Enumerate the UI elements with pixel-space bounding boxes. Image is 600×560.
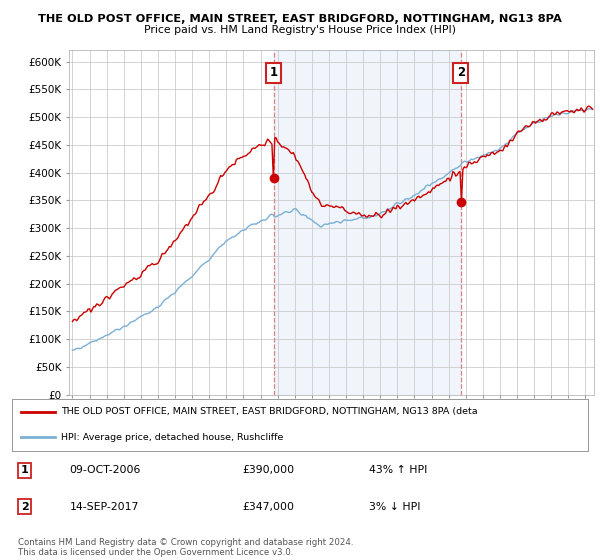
Text: 1: 1: [269, 66, 278, 80]
Text: 43% ↑ HPI: 43% ↑ HPI: [369, 465, 427, 475]
Text: 09-OCT-2006: 09-OCT-2006: [70, 465, 141, 475]
Text: THE OLD POST OFFICE, MAIN STREET, EAST BRIDGFORD, NOTTINGHAM, NG13 8PA: THE OLD POST OFFICE, MAIN STREET, EAST B…: [38, 14, 562, 24]
Text: 1: 1: [21, 465, 29, 475]
Text: 14-SEP-2017: 14-SEP-2017: [70, 502, 139, 512]
Text: £390,000: £390,000: [242, 465, 295, 475]
Bar: [274, 50, 461, 395]
Text: £347,000: £347,000: [242, 502, 295, 512]
Text: 2: 2: [457, 66, 465, 80]
Text: 2: 2: [21, 502, 29, 512]
Text: Contains HM Land Registry data © Crown copyright and database right 2024.
This d: Contains HM Land Registry data © Crown c…: [18, 538, 353, 557]
Text: THE OLD POST OFFICE, MAIN STREET, EAST BRIDGFORD, NOTTINGHAM, NG13 8PA (deta: THE OLD POST OFFICE, MAIN STREET, EAST B…: [61, 407, 478, 416]
Text: Price paid vs. HM Land Registry's House Price Index (HPI): Price paid vs. HM Land Registry's House …: [144, 25, 456, 35]
Text: HPI: Average price, detached house, Rushcliffe: HPI: Average price, detached house, Rush…: [61, 433, 283, 442]
Text: 3% ↓ HPI: 3% ↓ HPI: [369, 502, 421, 512]
